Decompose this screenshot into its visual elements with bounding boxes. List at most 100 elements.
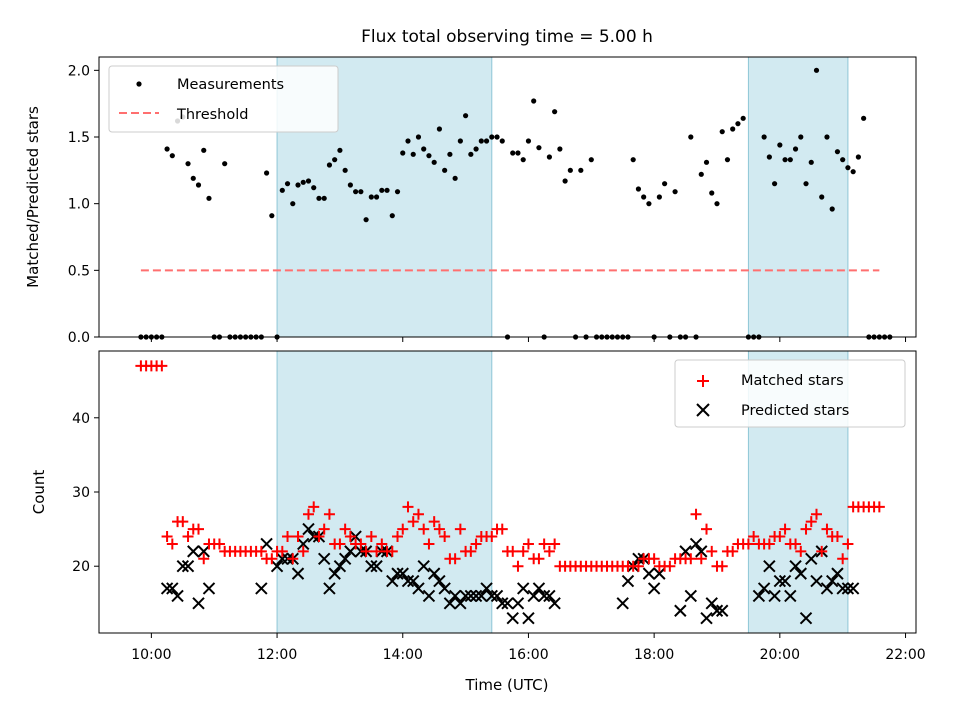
predicted-star-marker xyxy=(836,582,849,595)
measurement-point xyxy=(284,181,291,187)
matched-star-marker xyxy=(810,508,822,520)
measurement-point xyxy=(332,157,338,163)
matched-star-marker xyxy=(533,553,545,565)
matched-star-marker xyxy=(323,508,335,520)
matched-star-marker xyxy=(805,516,817,528)
matched-star-marker xyxy=(538,538,550,550)
x-tick-label: 14:00 xyxy=(383,647,423,663)
predicted-star-marker xyxy=(302,522,315,536)
matched-star-marker xyxy=(255,545,267,557)
matched-star-marker xyxy=(339,523,351,535)
measurement-point xyxy=(321,195,327,201)
predicted-star-marker xyxy=(475,589,488,603)
predicted-star-marker xyxy=(297,537,310,551)
predicted-star-marker xyxy=(480,582,493,595)
predicted-star-marker xyxy=(778,574,792,588)
bottom-y-tick-label: 30 xyxy=(72,485,90,501)
measurement-point xyxy=(840,157,846,163)
measurement-point xyxy=(766,154,772,160)
measurement-point xyxy=(777,142,783,148)
predicted-star-marker xyxy=(695,545,708,558)
measurement-point xyxy=(531,98,537,104)
measurement-point xyxy=(463,113,469,119)
measurement-point xyxy=(368,194,374,200)
matched-star-marker xyxy=(308,501,320,513)
matched-star-marker xyxy=(182,531,194,543)
measurement-point xyxy=(164,146,170,152)
x-tick-label: 16:00 xyxy=(508,647,548,663)
predicted-star-marker xyxy=(427,567,441,580)
predicted-star-marker xyxy=(328,567,341,580)
matched-star-marker xyxy=(507,545,519,557)
x-tick-label: 12:00 xyxy=(257,647,297,663)
measurement-point xyxy=(714,201,720,207)
predicted-star-marker xyxy=(831,567,844,580)
measurement-point xyxy=(641,194,647,200)
predicted-star-marker xyxy=(255,582,268,595)
matched-star-marker xyxy=(763,538,775,550)
predicted-star-marker xyxy=(784,589,797,603)
measurement-point xyxy=(290,201,296,207)
matched-star-marker xyxy=(161,531,173,543)
predicted-star-marker xyxy=(407,574,420,588)
matched-star-marker xyxy=(213,538,225,550)
matched-star-marker xyxy=(496,523,508,535)
matched-star-marker xyxy=(774,531,786,543)
predicted-star-marker xyxy=(674,604,687,617)
predicted-star-marker xyxy=(532,582,546,595)
measurement-point xyxy=(782,157,788,163)
measurement-point xyxy=(510,150,516,156)
measurement-point xyxy=(662,181,668,187)
matched-star-marker xyxy=(842,538,854,550)
matched-star-marker xyxy=(821,523,833,535)
matched-star-marker xyxy=(800,523,812,535)
measurement-point xyxy=(190,175,196,181)
matched-star-marker xyxy=(695,553,707,565)
matched-star-marker xyxy=(198,553,210,565)
predicted-star-marker xyxy=(443,597,457,610)
matched-star-marker xyxy=(449,553,461,565)
matched-star-marker xyxy=(543,545,555,557)
matched-star-marker xyxy=(433,523,445,535)
measurement-point xyxy=(850,169,856,175)
measurement-point xyxy=(588,157,594,163)
predicted-star-marker xyxy=(171,589,184,603)
predicted-star-marker xyxy=(820,582,834,595)
matched-star-marker xyxy=(282,531,294,543)
predicted-star-marker xyxy=(291,567,305,580)
predicted-star-marker xyxy=(391,567,404,580)
measurement-point xyxy=(578,167,584,173)
measurement-point xyxy=(525,138,532,144)
measurement-point xyxy=(719,129,725,135)
matched-star-marker xyxy=(193,523,205,535)
predicted-star-marker xyxy=(511,597,525,610)
x-tick-label: 10:00 xyxy=(131,647,171,663)
measurement-point xyxy=(798,134,804,140)
matched-star-marker xyxy=(334,538,346,550)
matched-star-marker xyxy=(701,523,713,535)
top-legend-box xyxy=(108,65,339,133)
measurement-point xyxy=(724,157,731,163)
measurement-point xyxy=(442,167,448,173)
predicted-star-marker xyxy=(412,582,425,595)
measurement-point xyxy=(311,185,317,191)
predicted-star-marker xyxy=(689,537,703,551)
matched-star-marker xyxy=(355,538,367,550)
matched-star-marker xyxy=(727,545,739,557)
matched-star-marker xyxy=(392,531,404,543)
predicted-star-marker xyxy=(506,611,519,625)
top-y-tick-label: 0.0 xyxy=(68,330,90,346)
matched-star-marker xyxy=(549,538,561,550)
measurement-point xyxy=(483,138,490,144)
measurement-point xyxy=(813,67,820,73)
matched-star-marker xyxy=(664,560,676,572)
measurement-point xyxy=(536,145,542,151)
bottom-y-tick-label: 20 xyxy=(72,559,90,575)
matched-star-marker xyxy=(837,553,849,565)
matched-star-marker xyxy=(873,501,885,513)
matched-stars-layer xyxy=(135,360,885,572)
legend-label-threshold: Threshold xyxy=(176,107,248,123)
predicted-star-marker xyxy=(825,574,839,588)
predicted-star-marker xyxy=(365,560,378,573)
predicted-star-marker xyxy=(616,597,629,610)
